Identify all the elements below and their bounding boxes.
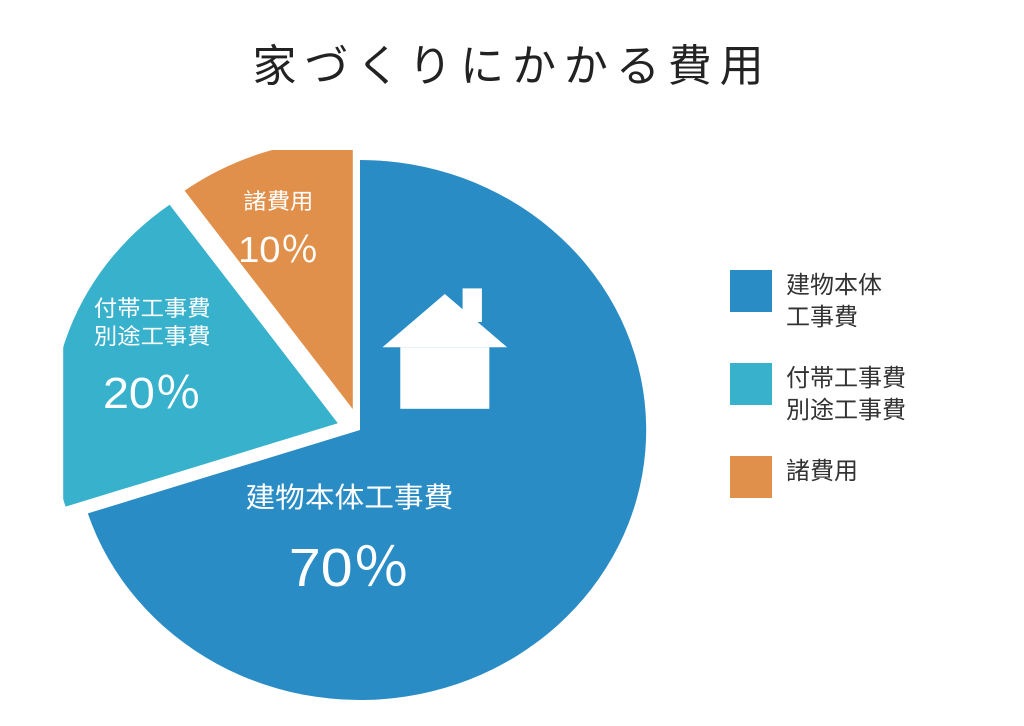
legend-item: 付帯工事費 別途工事費 — [730, 363, 1010, 428]
legend-label: 付帯工事費 別途工事費 — [786, 363, 906, 428]
legend-label-line: 建物本体 — [786, 270, 882, 302]
legend-label-line: 工事費 — [786, 302, 882, 334]
legend-item: 建物本体 工事費 — [730, 270, 1010, 335]
legend-label: 建物本体 工事費 — [786, 270, 882, 335]
pie-chart: 建物本体工事費 70％ 付帯工事費 別途工事費 20％ 諸費用 10％ — [63, 150, 657, 710]
legend-swatch — [730, 363, 772, 405]
legend: 建物本体 工事費 付帯工事費 別途工事費 諸費用 — [730, 270, 1010, 526]
page-title: 家づくりにかかる費用 — [0, 30, 1024, 94]
pie-svg — [63, 150, 657, 710]
legend-label-line: 別途工事費 — [786, 395, 906, 427]
chart-container: 家づくりにかかる費用 建物本体工事費 70％ 付帯工事費 別途工事費 20％ 諸… — [0, 0, 1024, 726]
legend-label: 諸費用 — [786, 456, 858, 488]
legend-label-line: 付帯工事費 — [786, 363, 906, 395]
legend-item: 諸費用 — [730, 456, 1010, 498]
legend-swatch — [730, 270, 772, 312]
legend-swatch — [730, 456, 772, 498]
legend-label-line: 諸費用 — [786, 456, 858, 488]
